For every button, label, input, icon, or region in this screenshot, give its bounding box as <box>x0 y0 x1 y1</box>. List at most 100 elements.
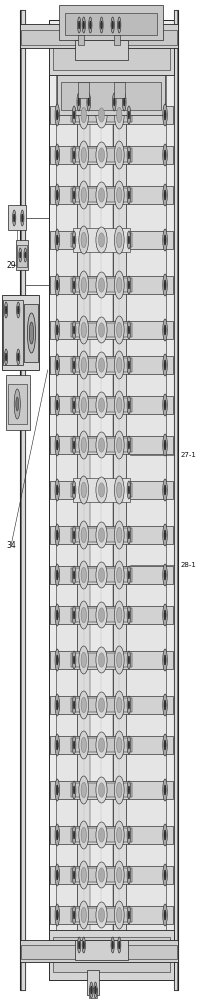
Ellipse shape <box>81 187 86 203</box>
Bar <box>2 295 38 370</box>
Circle shape <box>162 184 166 206</box>
Circle shape <box>55 319 59 341</box>
Ellipse shape <box>116 147 121 163</box>
Circle shape <box>72 321 76 339</box>
Bar <box>77 20 90 980</box>
Circle shape <box>72 396 76 414</box>
Bar <box>71 358 131 372</box>
Ellipse shape <box>78 691 88 719</box>
Circle shape <box>78 941 80 949</box>
Bar <box>173 10 177 990</box>
Ellipse shape <box>98 653 104 667</box>
Circle shape <box>163 235 165 245</box>
Bar <box>71 868 131 882</box>
Circle shape <box>55 229 59 251</box>
Circle shape <box>73 326 75 334</box>
Circle shape <box>56 110 58 120</box>
Circle shape <box>29 322 34 344</box>
Ellipse shape <box>114 561 124 589</box>
Bar <box>49 186 172 204</box>
Ellipse shape <box>81 697 86 713</box>
Circle shape <box>127 911 129 919</box>
Circle shape <box>162 904 166 926</box>
Ellipse shape <box>114 181 124 209</box>
Bar <box>71 738 131 752</box>
Ellipse shape <box>81 147 86 163</box>
Circle shape <box>126 566 130 584</box>
Circle shape <box>100 21 102 29</box>
Bar <box>48 930 173 980</box>
Circle shape <box>118 21 120 29</box>
Circle shape <box>110 937 114 953</box>
Ellipse shape <box>98 698 104 712</box>
Circle shape <box>86 93 90 111</box>
Circle shape <box>17 353 19 361</box>
Circle shape <box>126 276 130 294</box>
Circle shape <box>56 700 58 710</box>
Circle shape <box>163 440 165 450</box>
Circle shape <box>162 564 166 586</box>
Circle shape <box>72 106 76 124</box>
Circle shape <box>72 231 76 249</box>
Circle shape <box>112 93 116 111</box>
Ellipse shape <box>95 862 107 888</box>
Circle shape <box>56 785 58 795</box>
Circle shape <box>55 354 59 376</box>
Circle shape <box>127 191 129 199</box>
Circle shape <box>56 400 58 410</box>
Circle shape <box>17 349 20 365</box>
Circle shape <box>162 229 166 251</box>
Bar <box>71 278 131 292</box>
Circle shape <box>56 530 58 540</box>
Bar <box>71 148 131 162</box>
Circle shape <box>126 781 130 799</box>
Circle shape <box>126 146 130 164</box>
Circle shape <box>55 694 59 716</box>
Circle shape <box>127 741 129 749</box>
Ellipse shape <box>114 271 124 299</box>
Circle shape <box>127 486 129 494</box>
Ellipse shape <box>78 821 88 849</box>
Bar <box>49 866 172 884</box>
Ellipse shape <box>95 432 107 458</box>
Bar <box>49 276 172 294</box>
Ellipse shape <box>98 908 104 922</box>
Circle shape <box>56 150 58 160</box>
Circle shape <box>73 741 75 749</box>
Circle shape <box>118 941 120 949</box>
Circle shape <box>73 871 75 879</box>
Ellipse shape <box>98 568 104 582</box>
Circle shape <box>72 696 76 714</box>
Circle shape <box>56 485 58 495</box>
Circle shape <box>111 941 113 949</box>
Ellipse shape <box>81 322 86 338</box>
Ellipse shape <box>116 357 121 373</box>
Bar <box>49 106 172 124</box>
Ellipse shape <box>114 521 124 549</box>
Circle shape <box>78 21 80 29</box>
Circle shape <box>163 655 165 665</box>
Bar <box>59 5 163 40</box>
Circle shape <box>72 526 76 544</box>
Ellipse shape <box>98 188 104 202</box>
Ellipse shape <box>95 822 107 848</box>
Bar <box>87 970 99 995</box>
Circle shape <box>127 871 129 879</box>
Circle shape <box>163 280 165 290</box>
Circle shape <box>73 441 75 449</box>
Circle shape <box>55 479 59 501</box>
Circle shape <box>87 98 89 106</box>
Circle shape <box>93 982 97 998</box>
Circle shape <box>163 325 165 335</box>
Circle shape <box>17 302 20 318</box>
Circle shape <box>127 571 129 579</box>
Ellipse shape <box>95 602 107 628</box>
Ellipse shape <box>95 562 107 588</box>
Ellipse shape <box>78 101 88 129</box>
Ellipse shape <box>116 277 121 293</box>
Ellipse shape <box>81 607 86 623</box>
Circle shape <box>162 434 166 456</box>
Bar <box>78 35 84 45</box>
Ellipse shape <box>116 867 121 883</box>
Circle shape <box>127 236 129 244</box>
